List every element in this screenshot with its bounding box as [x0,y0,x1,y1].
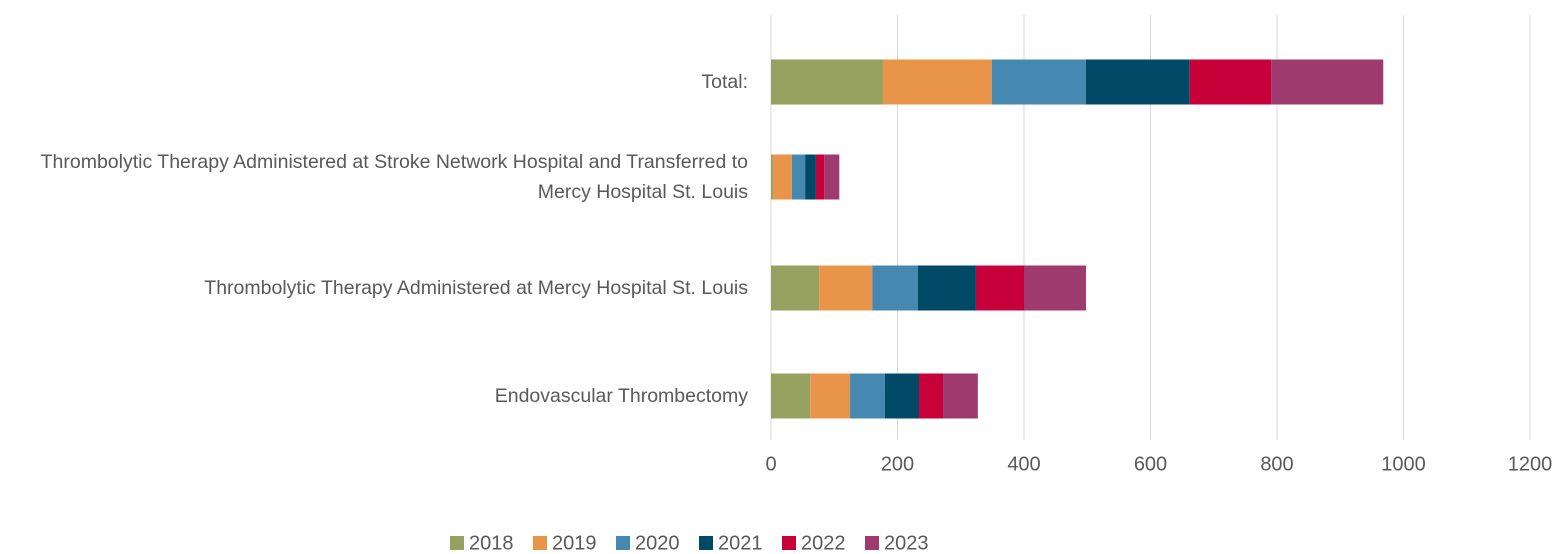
y-tick-label: Thrombolytic Therapy Administered at Str… [40,151,748,203]
legend-label: 2021 [718,532,763,554]
bar-segment [1085,59,1190,105]
bar-segment [791,154,806,200]
x-tick-label: 1000 [1381,453,1426,475]
y-tick-label: Thrombolytic Therapy Administered at Mer… [204,277,748,299]
x-tick-label: 1200 [1508,453,1553,475]
x-tick-label: 800 [1260,453,1293,475]
bar-segment [771,373,811,419]
legend-swatch [782,536,796,550]
bar-segment [917,265,976,311]
bar-segment [943,373,978,419]
bar-segment [1189,59,1272,105]
bar-segment [872,265,918,311]
bar-segment [771,265,820,311]
legend-swatch [616,536,630,550]
bar-segment [884,373,920,419]
legend-swatch [533,536,547,550]
bar-segment [772,154,792,200]
bar-segment [771,59,883,105]
bar-segment [1024,265,1086,311]
bar-segment [810,373,851,419]
bar-segment [805,154,816,200]
bar-segment [815,154,825,200]
legend-label: 2019 [552,532,597,554]
y-tick-label: Total: [701,71,748,93]
x-tick-label: 0 [765,453,776,475]
x-tick-label: 400 [1007,453,1040,475]
bar-segment [991,59,1086,105]
x-tick-label: 200 [881,453,914,475]
bar-segment [771,154,773,200]
legend-label: 2022 [801,532,846,554]
y-tick-label: Endovascular Thrombectomy [494,385,748,407]
bar-segment [850,373,885,419]
legend-label: 2023 [884,532,929,554]
x-tick-label: 600 [1134,453,1167,475]
bar-segment [1271,59,1384,105]
legend-label: 2018 [469,532,514,554]
legend-swatch [865,536,879,550]
legend-swatch [699,536,713,550]
bar-segment [819,265,873,311]
bar-segment [919,373,944,419]
bar-segment [882,59,992,105]
legend-label: 2020 [635,532,680,554]
bar-segment [824,154,840,200]
bar-segment [975,265,1024,311]
legend-swatch [450,536,464,550]
